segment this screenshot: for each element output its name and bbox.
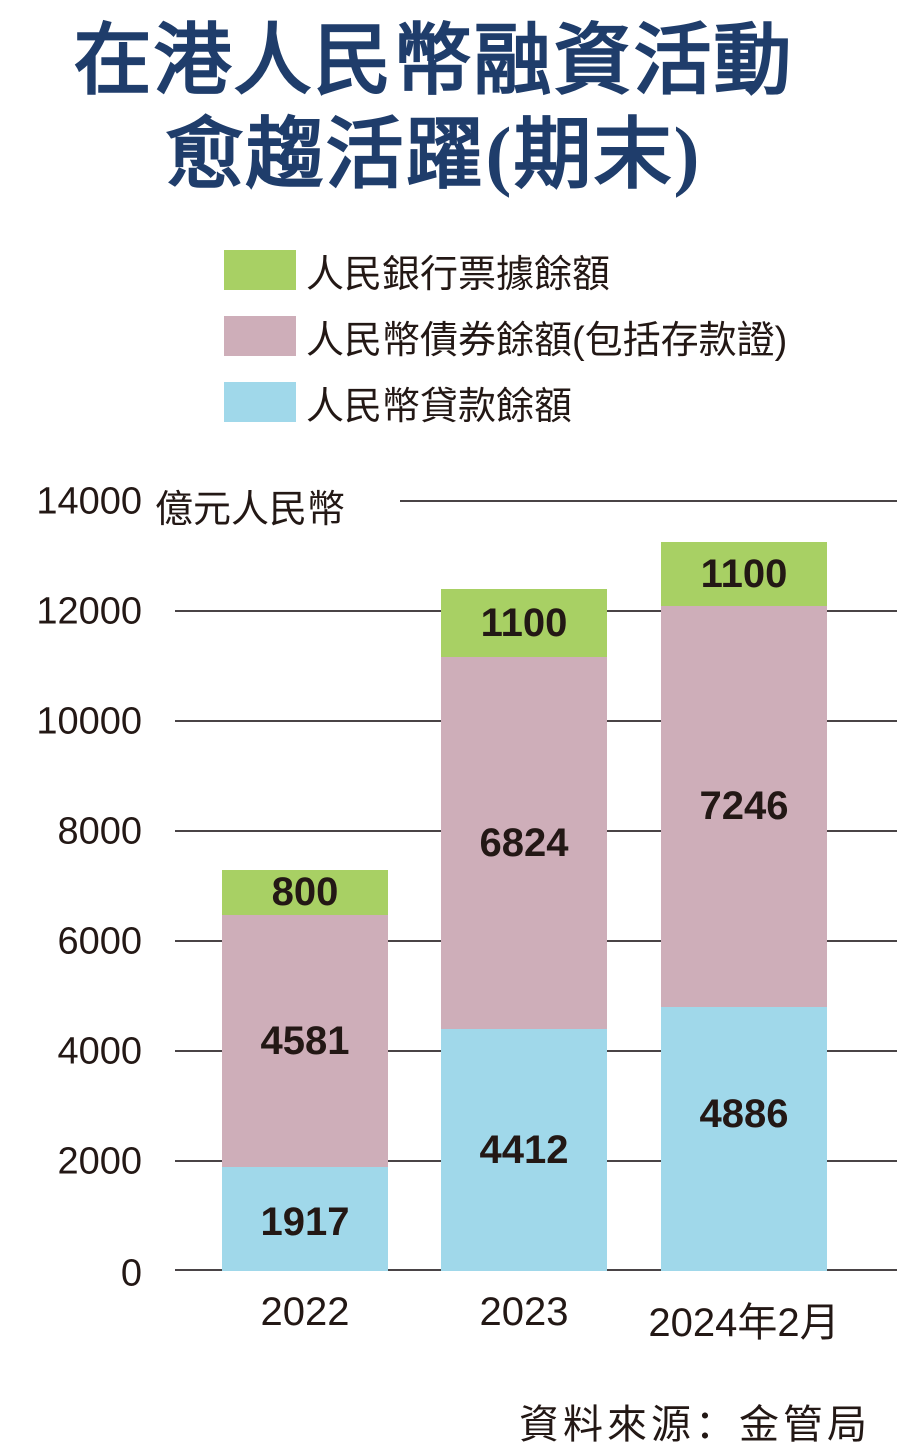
y-tick-12000: 12000 — [36, 590, 142, 633]
segment-bills: 800 — [222, 870, 388, 915]
data-source-note: 資料來源：金管局 — [519, 1402, 871, 1447]
y-tick-4000: 4000 — [57, 1030, 142, 1073]
segment-bills: 1100 — [661, 542, 827, 606]
y-tick-6000: 6000 — [57, 920, 142, 963]
chart-title-line-2: 愈趨活躍(期末) — [165, 111, 702, 198]
bar-2024-feb: 1100 7246 4886 — [661, 542, 827, 1271]
x-label-2024-feb: 2024年2月 — [648, 1301, 840, 1345]
y-tick-8000: 8000 — [57, 810, 142, 853]
y-tick-14000: 14000 — [36, 480, 142, 523]
segment-bonds: 6824 — [441, 657, 607, 1029]
x-label-2022: 2022 — [260, 1290, 350, 1334]
y-axis: 14000 12000 10000 8000 6000 4000 2000 0 — [0, 0, 142, 1448]
segment-loans: 4886 — [661, 1007, 827, 1271]
legend-label: 人民銀行票據餘額 — [306, 253, 611, 296]
legend-swatch-pink — [224, 316, 296, 356]
legend-label: 人民幣貸款餘額 — [306, 385, 573, 428]
legend-swatch-blue — [224, 382, 296, 422]
segment-bonds: 4581 — [222, 915, 388, 1167]
segment-loans: 1917 — [222, 1167, 388, 1271]
legend-item-rmb-loans: 人民幣貸款餘額 — [224, 380, 787, 428]
bar-2023: 1100 6824 4412 — [441, 589, 607, 1271]
legend-label: 人民幣債券餘額(包括存款證) — [306, 319, 788, 362]
x-label-2023: 2023 — [479, 1290, 569, 1334]
segment-loans: 4412 — [441, 1029, 607, 1271]
y-tick-0: 0 — [120, 1252, 142, 1295]
chart-legend: 人民銀行票據餘額 人民幣債券餘額(包括存款證) 人民幣貸款餘額 — [224, 248, 787, 446]
chart-title-line-1: 在港人民幣融資活動 — [73, 17, 794, 104]
segment-bills: 1100 — [441, 589, 607, 657]
legend-item-rmb-bonds: 人民幣債券餘額(包括存款證) — [224, 314, 787, 362]
y-axis-unit: 億元人民幣 — [155, 489, 346, 531]
gridline-14000 — [400, 500, 897, 502]
segment-bonds: 7246 — [661, 606, 827, 1007]
legend-item-pboc-bills: 人民銀行票據餘額 — [224, 248, 787, 296]
legend-swatch-green — [224, 250, 296, 290]
bar-2022: 800 4581 1917 — [222, 870, 388, 1271]
y-tick-2000: 2000 — [57, 1140, 142, 1183]
y-tick-10000: 10000 — [36, 700, 142, 743]
